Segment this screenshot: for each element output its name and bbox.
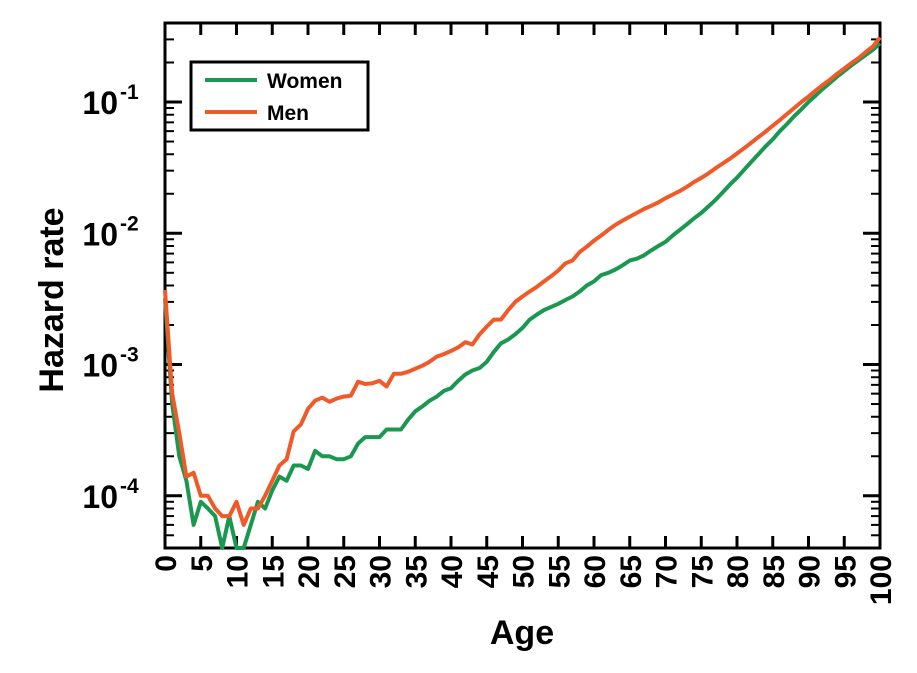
series-lines — [163, 36, 882, 550]
x-tick-label: 10 — [222, 555, 255, 588]
y-tick-label-exponent: -4 — [120, 475, 139, 498]
x-tick-label: 15 — [257, 555, 290, 588]
series-line-men — [163, 36, 882, 527]
y-tick-label-exponent: -1 — [120, 81, 139, 104]
x-tick-label: 75 — [686, 555, 719, 588]
x-tick-label: 85 — [758, 555, 791, 588]
y-tick-labels: 10-410-310-210-1 — [82, 81, 139, 515]
x-tick-label: 95 — [829, 555, 862, 588]
legend-label-men: Men — [267, 102, 309, 125]
x-axis-title: Age — [490, 614, 554, 652]
x-tick-label: 35 — [400, 555, 433, 588]
y-tick-label-exponent: -2 — [120, 212, 139, 235]
x-tick-labels: 0 5 10 15 20 25 30 35 40 45 50 55 60 65 70 75 80 85 90 95 10… — [150, 555, 898, 605]
y-minor-ticks — [165, 22, 880, 549]
x-tick-label: 65 — [615, 555, 648, 588]
plot-area — [163, 21, 882, 550]
x-ticks — [163, 23, 882, 548]
x-tick-label: 50 — [508, 555, 541, 588]
y-tick-label: 10 — [82, 479, 118, 515]
x-tick-label: 45 — [472, 555, 505, 588]
legend-label-women: Women — [267, 70, 342, 93]
x-tick-label: 25 — [329, 555, 362, 588]
x-tick-label: 5 — [186, 555, 219, 572]
series-line-women — [163, 41, 882, 550]
x-tick-label: 70 — [651, 555, 684, 588]
x-tick-label: 55 — [543, 555, 576, 588]
x-tick-label: 30 — [365, 555, 398, 588]
x-tick-label: 40 — [436, 555, 469, 588]
y-tick-label: 10 — [82, 216, 118, 252]
x-tick-label: 60 — [579, 555, 612, 588]
x-tick-label: 90 — [794, 555, 827, 588]
y-major-ticks — [165, 100, 880, 498]
x-tick-label: 0 — [150, 555, 183, 572]
legend-box — [189, 60, 370, 132]
y-axis-title: Hazard rate — [33, 207, 71, 392]
y-tick-label: 10 — [82, 85, 118, 121]
legend: Women Men — [189, 60, 370, 132]
x-tick-label: 100 — [865, 555, 898, 605]
x-tick-label: 20 — [293, 555, 326, 588]
y-tick-label: 10 — [82, 348, 118, 384]
y-tick-label-exponent: -3 — [120, 344, 139, 367]
x-tick-label: 80 — [722, 555, 755, 588]
